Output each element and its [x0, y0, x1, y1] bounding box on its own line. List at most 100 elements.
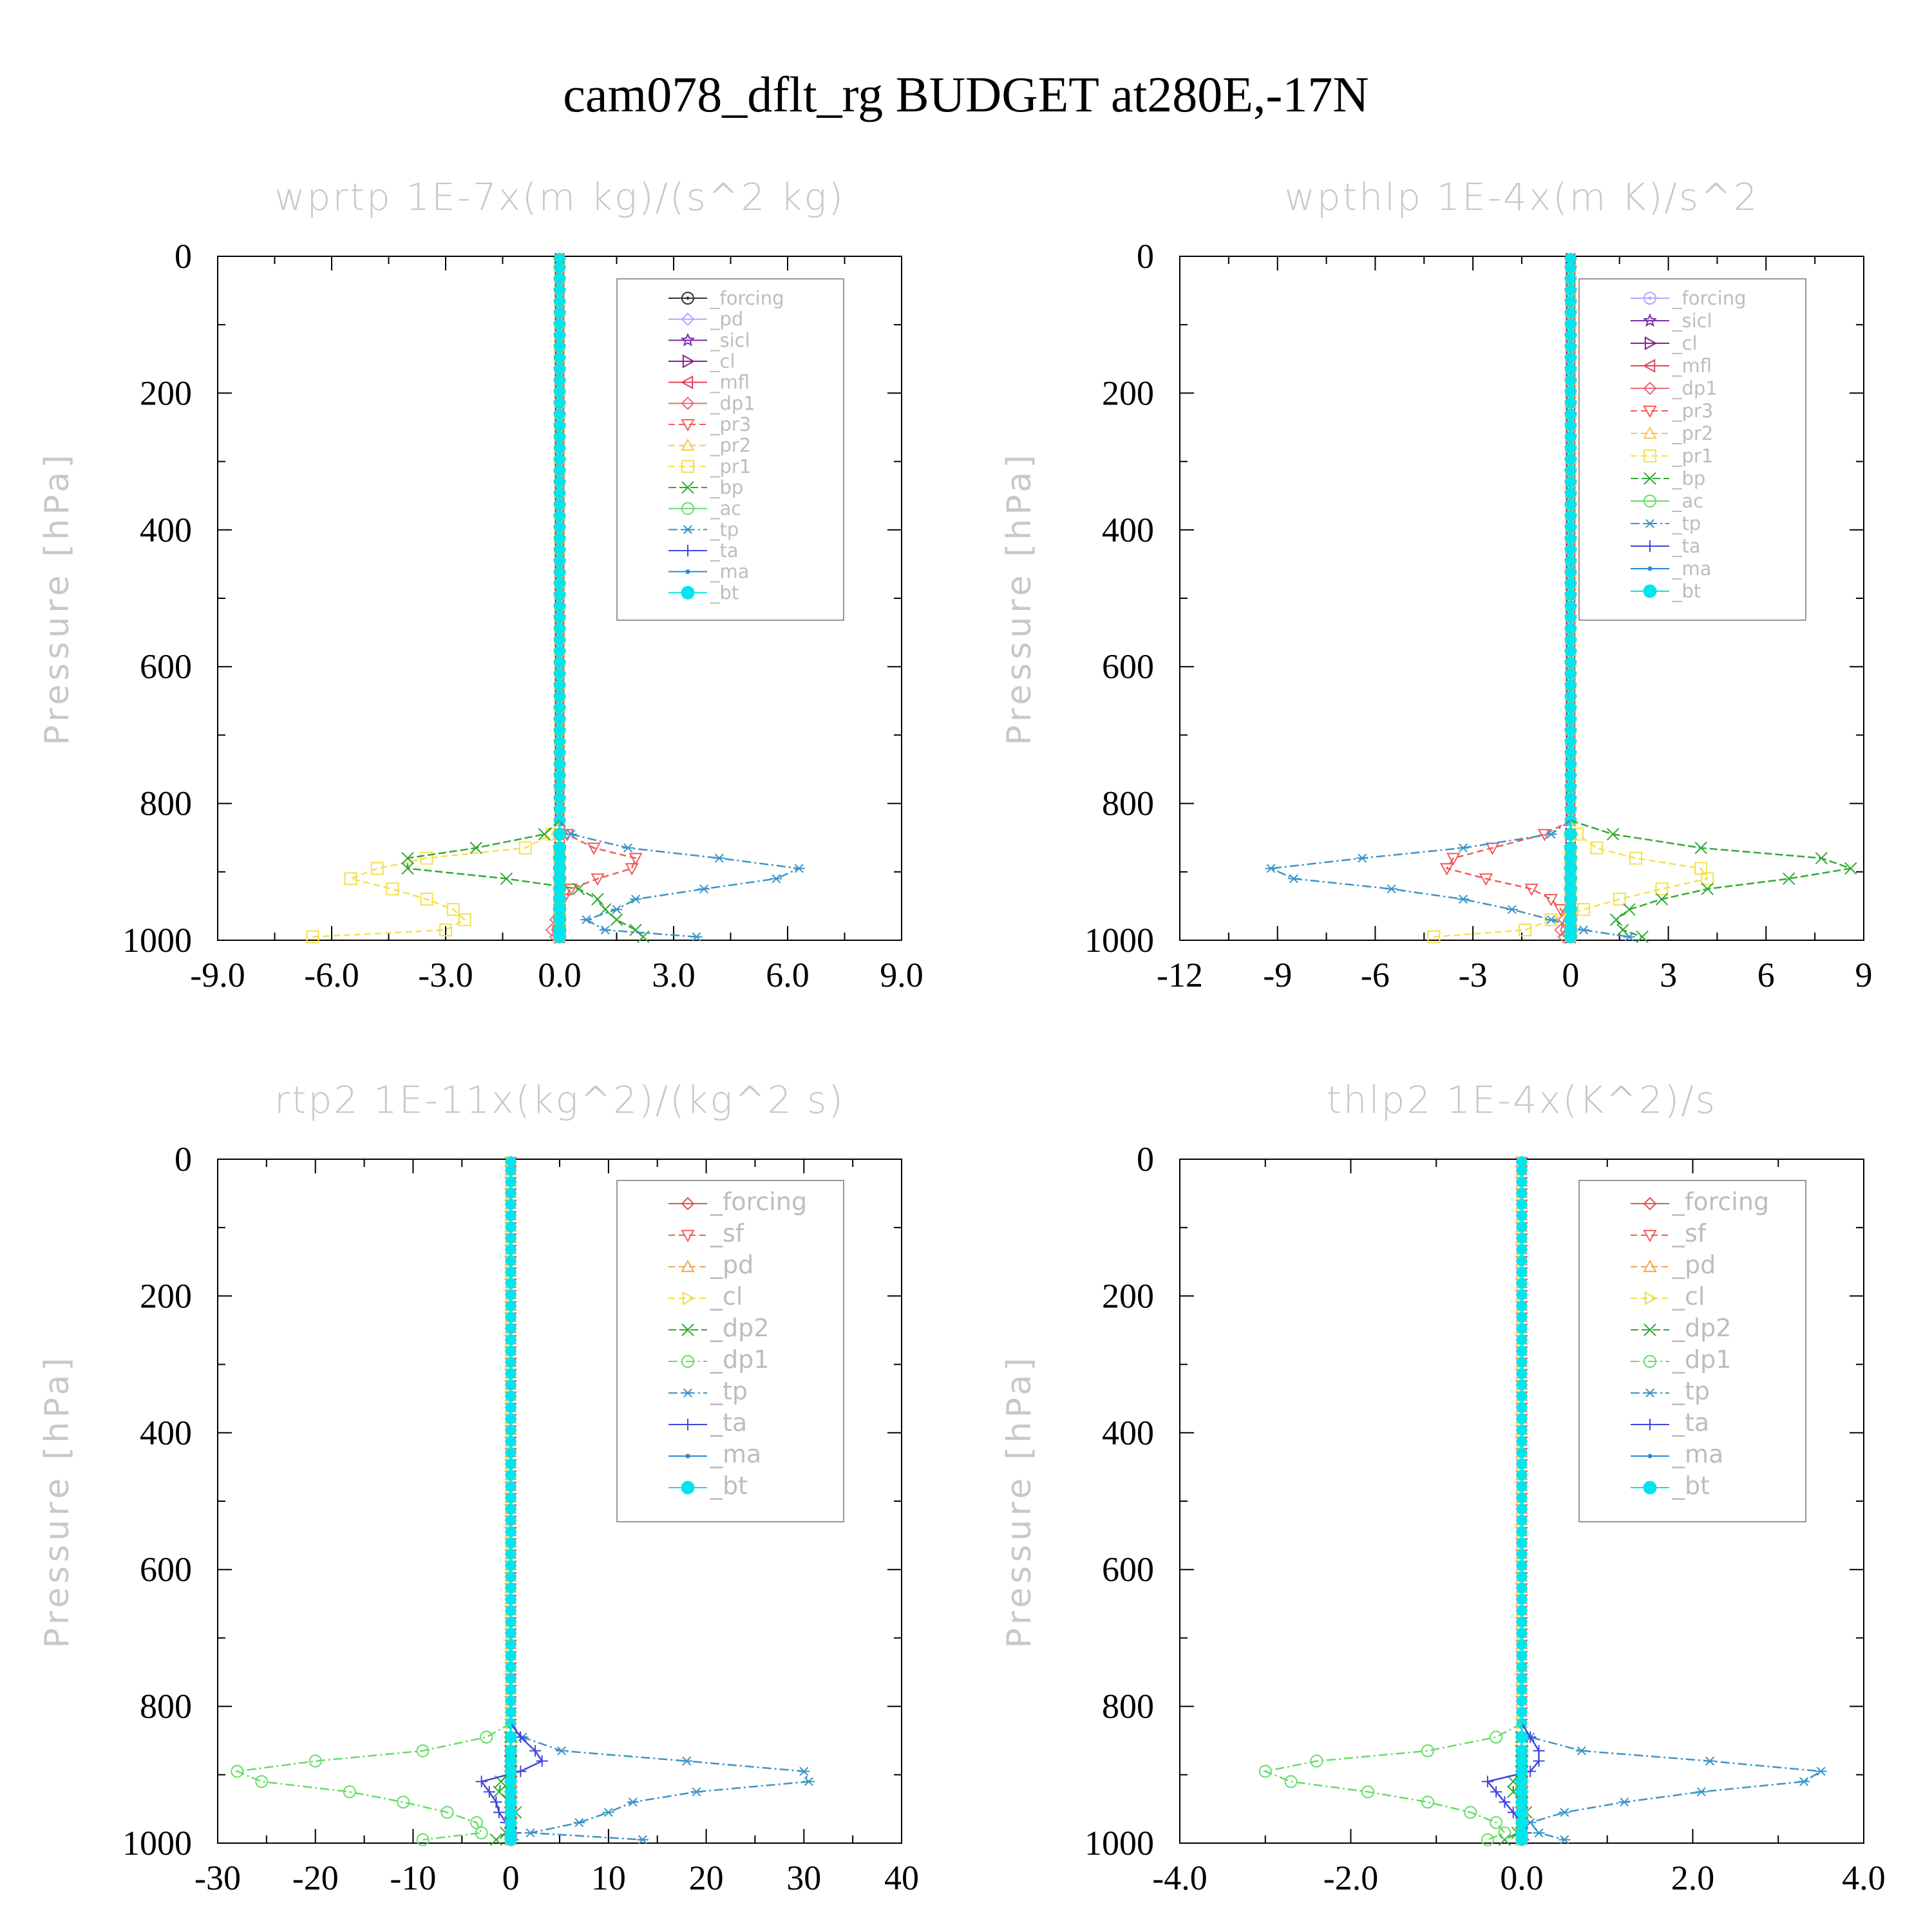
profile-marker	[1516, 1300, 1528, 1312]
data-point	[553, 828, 566, 840]
legend-label: _tp	[1672, 513, 1701, 535]
data-point	[1515, 1785, 1528, 1798]
profile-marker	[1516, 1334, 1528, 1345]
profile-marker	[1565, 612, 1577, 623]
legend-label: _sicl	[1672, 310, 1712, 332]
profile-marker	[554, 330, 565, 341]
profile-marker	[505, 1278, 516, 1289]
profile-marker	[1516, 1560, 1528, 1571]
series-bp	[1570, 819, 1857, 943]
profile-marker	[1516, 1650, 1528, 1662]
series-line	[1570, 819, 1852, 938]
profile-marker	[1516, 1672, 1528, 1684]
profile-marker	[505, 1233, 516, 1244]
profile-marker	[554, 747, 565, 759]
data-point	[1655, 893, 1669, 905]
data-point	[446, 903, 460, 916]
series-dp1	[231, 1723, 511, 1846]
profile-marker	[554, 759, 565, 770]
data-point	[416, 1744, 430, 1757]
profile-marker	[505, 1662, 516, 1673]
profile-marker	[1565, 713, 1577, 724]
data-point	[493, 1785, 506, 1799]
data-point	[490, 1796, 502, 1808]
profile-marker	[1516, 1188, 1528, 1199]
profile-marker	[554, 792, 565, 804]
y-tick-label: 600	[1102, 1550, 1154, 1589]
legend-marker	[681, 481, 694, 494]
data-point	[1636, 930, 1649, 943]
data-point	[1515, 1775, 1528, 1788]
legend-marker	[1642, 359, 1656, 373]
data-point	[556, 1746, 568, 1756]
x-tick-label: 10	[591, 1859, 626, 1897]
x-tick-label: -9.0	[190, 956, 245, 994]
legend-marker	[1644, 540, 1656, 552]
chart-panel-4: thlp2 1E-4x(K^2)/s Pressure [hPa] 0 200 400 6…	[1000, 1078, 1886, 1897]
y-tick-label: 200	[1102, 374, 1154, 412]
data-point	[504, 1833, 517, 1846]
legend-label: _ac	[1672, 490, 1703, 512]
data-point	[1606, 828, 1620, 841]
profile-marker	[554, 307, 565, 319]
data-point	[553, 882, 566, 895]
plot-frame	[217, 1159, 902, 1844]
legend-label: _ta	[1672, 1408, 1709, 1437]
legend-marker	[1644, 1291, 1658, 1305]
series-tp	[510, 1723, 815, 1844]
data-point	[504, 1795, 517, 1808]
profile-marker	[1565, 578, 1577, 589]
data-point	[627, 1797, 639, 1807]
legend-label: _mfl	[1672, 355, 1712, 377]
data-point	[1558, 1808, 1571, 1817]
profile-marker	[1565, 747, 1577, 759]
legend-marker	[1643, 472, 1656, 485]
y-tick-label: 400	[140, 1414, 192, 1452]
x-tick-label: 6	[1757, 956, 1775, 994]
data-point	[458, 913, 471, 927]
series-line	[1434, 820, 1709, 938]
legend-label: _cl	[1672, 1282, 1705, 1311]
profile-marker	[1516, 1255, 1528, 1267]
profile-marker	[505, 1684, 516, 1696]
data-point	[255, 1775, 269, 1788]
data-point	[1427, 930, 1441, 943]
profile-marker	[505, 1176, 516, 1188]
data-point	[1545, 829, 1557, 839]
profile-marker	[554, 352, 565, 364]
profile-marker	[554, 296, 565, 307]
legend-marker	[1644, 1388, 1656, 1398]
profile-marker	[554, 510, 565, 522]
y-tick-label: 0	[175, 237, 192, 276]
profile-marker	[505, 1244, 516, 1255]
profile-marker	[505, 1266, 516, 1278]
legend-marker	[1643, 1229, 1657, 1243]
profile-marker	[505, 1345, 516, 1357]
data-point	[1815, 851, 1828, 865]
profile-marker	[505, 1402, 516, 1414]
legend-marker	[682, 525, 694, 535]
data-point	[553, 862, 566, 875]
data-point	[1618, 1797, 1631, 1807]
legend-marker	[682, 354, 696, 368]
profile-marker	[1516, 1447, 1528, 1459]
data-point	[1361, 1785, 1375, 1799]
data-point	[553, 903, 566, 916]
data-point	[610, 913, 623, 926]
profile-marker	[505, 1165, 516, 1177]
legend-marker	[681, 312, 695, 327]
data-point	[573, 1818, 585, 1828]
profile-marker	[1565, 363, 1577, 375]
data-point	[1457, 895, 1469, 904]
profile-marker	[554, 804, 565, 815]
profile-marker	[1565, 375, 1577, 386]
series-line	[1520, 1723, 1824, 1841]
profile-marker	[1516, 1492, 1528, 1504]
data-point	[439, 923, 452, 937]
y-tick-label: 400	[140, 511, 192, 549]
profile-marker	[505, 1221, 516, 1233]
legend-label: _ta	[710, 540, 739, 562]
legend-marker	[681, 396, 695, 410]
profile-marker	[1565, 499, 1577, 511]
series-tp	[559, 820, 805, 942]
